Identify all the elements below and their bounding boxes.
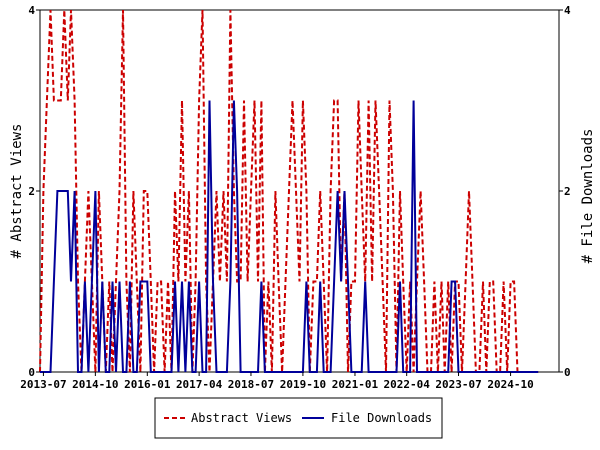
x-tick-label: 2017-04 (176, 378, 223, 391)
y-right-tick-label: 4 (564, 4, 571, 17)
legend: Abstract Views File Downloads (154, 397, 443, 439)
x-tick-label: 2024-10 (487, 378, 533, 391)
x-axis: 2013-07 2014-10 2016-01 2017-04 2018-07 2019-… (20, 372, 534, 391)
x-tick-label: 2021-01 (332, 378, 379, 391)
legend-box (154, 397, 443, 439)
series-file-downloads (40, 100, 539, 373)
x-tick-label: 2019-10 (280, 378, 326, 391)
y-right-tick-label: 0 (564, 366, 571, 379)
x-tick-label: 2022-04 (384, 378, 431, 391)
x-tick-label: 2013-07 (20, 378, 66, 391)
y-left-tick-label: 2 (28, 185, 35, 198)
legend-label-file-downloads: File Downloads (331, 411, 432, 425)
series-layer (39, 9, 539, 373)
y-axis-right-title: # File Downloads (580, 129, 596, 264)
x-tick-label: 2016-01 (124, 378, 171, 391)
plot-area (39, 9, 560, 373)
y-axis-left-title: # Abstract Views (9, 124, 25, 259)
y-right-tick-label: 2 (564, 185, 571, 198)
legend-label-abstract-views: Abstract Views (191, 411, 292, 425)
x-tick-label: 2018-07 (228, 378, 274, 391)
x-tick-label: 2014-10 (72, 378, 118, 391)
y-left-tick-label: 0 (28, 366, 35, 379)
y-axis-left: 0 2 4 (28, 4, 40, 379)
y-left-tick-label: 4 (28, 4, 35, 17)
x-tick-label: 2023-07 (435, 378, 481, 391)
y-axis-right: 0 2 4 (559, 4, 571, 379)
